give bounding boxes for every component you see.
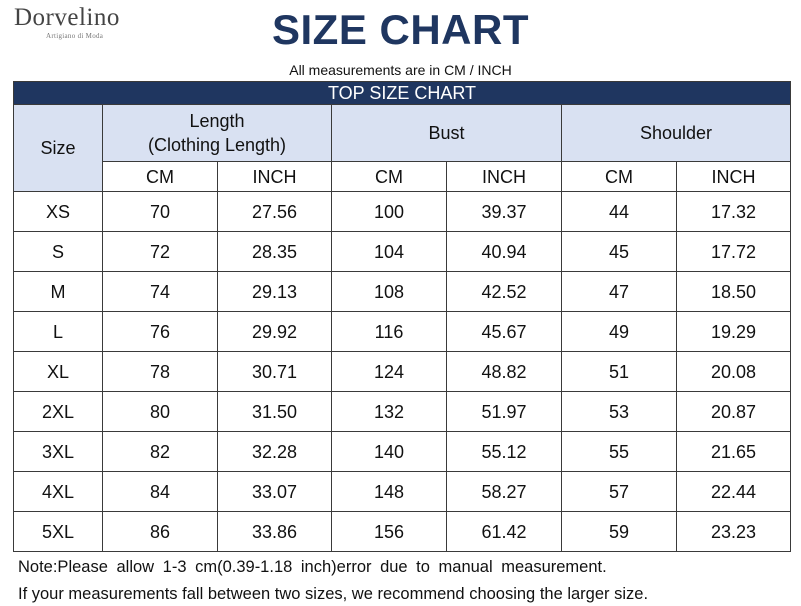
table-cell: 18.50: [675, 271, 792, 312]
table-cell: 31.50: [217, 391, 332, 432]
table-cell: 156: [331, 511, 447, 552]
unit-header: INCH: [446, 161, 562, 192]
table-cell: 47: [561, 271, 677, 312]
table-cell: 82: [102, 431, 218, 472]
table-cell: 124: [331, 351, 447, 392]
shoulder-group-header: Shoulder: [560, 104, 792, 162]
note-tolerance: Note:Please allow 1-3 cm(0.39-1.18 inch)…: [18, 558, 607, 576]
table-cell: 132: [331, 391, 447, 432]
table-row: 4XL 84 33.07 148 58.27 57 22.44: [13, 471, 792, 512]
length-group-header: Length (Clothing Length): [102, 104, 332, 162]
table-row: 3XL 82 32.28 140 55.12 55 21.65: [13, 431, 792, 472]
table-cell: 108: [331, 271, 447, 312]
table-cell: 30.71: [217, 351, 332, 392]
table-cell: 49: [561, 311, 677, 352]
size-cell: 5XL: [13, 511, 103, 552]
table-cell: 58.27: [446, 471, 562, 512]
table-cell: 45: [561, 231, 677, 272]
table-cell: 44: [561, 191, 677, 232]
table-cell: 116: [331, 311, 447, 352]
table-cell: 39.37: [446, 191, 562, 232]
size-column-header: Size: [13, 104, 103, 192]
table-cell: 80: [102, 391, 218, 432]
bust-group-header: Bust: [331, 104, 562, 162]
table-cell: 72: [102, 231, 218, 272]
length-header-line2: (Clothing Length): [147, 135, 287, 155]
size-cell: 4XL: [13, 471, 103, 512]
table-cell: 27.56: [217, 191, 332, 232]
unit-header: INCH: [217, 161, 332, 192]
logo-name: Dorvelino: [14, 4, 120, 31]
table-cell: 21.65: [675, 431, 792, 472]
table-cell: 76: [102, 311, 218, 352]
table-cell: 70: [102, 191, 218, 232]
page-subtitle: All measurements are in CM / INCH: [289, 62, 512, 78]
table-cell: 19.29: [675, 311, 792, 352]
table-cell: 57: [561, 471, 677, 512]
table-row: M 74 29.13 108 42.52 47 18.50: [13, 271, 792, 312]
size-cell: S: [13, 231, 103, 272]
table-cell: 17.32: [675, 191, 792, 232]
size-chart-table: TOP SIZE CHART Size Length (Clothing Len…: [12, 81, 792, 552]
table-row: XS 70 27.56 100 39.37 44 17.32: [13, 191, 792, 232]
brand-logo: Dorvelino Artigiano di Moda: [14, 4, 144, 44]
page-title: SIZE CHART: [272, 6, 529, 53]
unit-header: INCH: [675, 161, 792, 192]
table-cell: 148: [331, 471, 447, 512]
size-cell: XS: [13, 191, 103, 232]
table-cell: 20.87: [675, 391, 792, 432]
table-cell: 20.08: [675, 351, 792, 392]
unit-header: CM: [102, 161, 218, 192]
table-cell: 78: [102, 351, 218, 392]
table-cell: 33.07: [217, 471, 332, 512]
table-cell: 28.35: [217, 231, 332, 272]
table-row: S 72 28.35 104 40.94 45 17.72: [13, 231, 792, 272]
table-cell: 42.52: [446, 271, 562, 312]
size-cell: M: [13, 271, 103, 312]
table-cell: 140: [331, 431, 447, 472]
table-cell: 17.72: [675, 231, 792, 272]
table-cell: 33.86: [217, 511, 332, 552]
table-cell: 23.23: [675, 511, 792, 552]
table-cell: 29.13: [217, 271, 332, 312]
logo-tagline: Artigiano di Moda: [46, 32, 104, 40]
length-header-line1: Length: [189, 111, 245, 131]
table-cell: 53: [561, 391, 677, 432]
table-cell: 86: [102, 511, 218, 552]
table-cell: 61.42: [446, 511, 562, 552]
table-cell: 29.92: [217, 311, 332, 352]
table-body: XS 70 27.56 100 39.37 44 17.32 S 72 28.35 104 40.94…: [13, 191, 792, 552]
table-row: L 76 29.92 116 45.67 49 19.29: [13, 311, 792, 352]
size-cell: 3XL: [13, 431, 103, 472]
table-banner: TOP SIZE CHART: [12, 81, 792, 105]
unit-header: CM: [331, 161, 447, 192]
table-cell: 55.12: [446, 431, 562, 472]
size-cell: 2XL: [13, 391, 103, 432]
table-cell: 59: [561, 511, 677, 552]
table-cell: 104: [331, 231, 447, 272]
table-cell: 51: [561, 351, 677, 392]
table-row: XL 78 30.71 124 48.82 51 20.08: [13, 351, 792, 392]
table-cell: 32.28: [217, 431, 332, 472]
table-cell: 22.44: [675, 471, 792, 512]
table-cell: 74: [102, 271, 218, 312]
table-row: 5XL 86 33.86 156 61.42 59 23.23: [13, 511, 792, 552]
note-recommendation: If your measurements fall between two si…: [18, 585, 649, 603]
table-cell: 51.97: [446, 391, 562, 432]
unit-header: CM: [561, 161, 677, 192]
table-cell: 40.94: [446, 231, 562, 272]
size-cell: L: [13, 311, 103, 352]
table-cell: 55: [561, 431, 677, 472]
table-cell: 45.67: [446, 311, 562, 352]
table-cell: 84: [102, 471, 218, 512]
table-row: 2XL 80 31.50 132 51.97 53 20.87: [13, 391, 792, 432]
table-cell: 100: [331, 191, 447, 232]
table-cell: 48.82: [446, 351, 562, 392]
size-cell: XL: [13, 351, 103, 392]
